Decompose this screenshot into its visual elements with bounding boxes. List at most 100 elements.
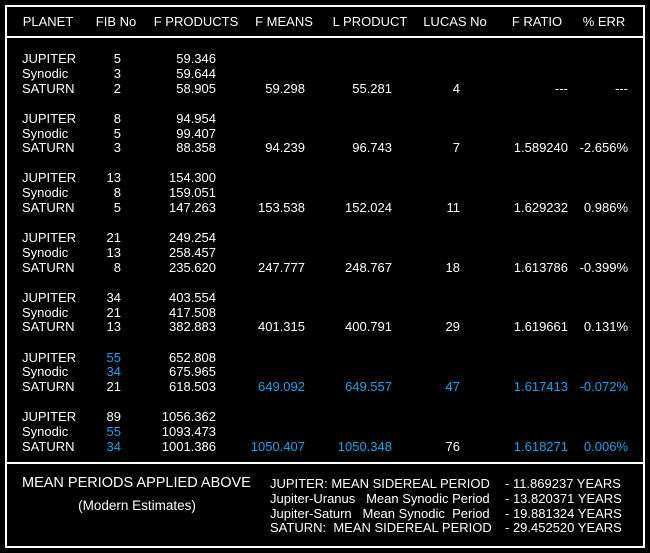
header-cell: % ERR <box>582 14 626 29</box>
product-cell: 147.263 <box>169 200 216 215</box>
header-cell: F PRODUCTS <box>153 14 239 29</box>
planet-name: SATURN <box>22 140 75 156</box>
frame <box>5 5 645 548</box>
mean-cell: 153.538 <box>258 200 305 215</box>
product-cell: 59.644 <box>176 65 216 81</box>
fib-cell: 5 <box>113 51 121 66</box>
planet-name: JUPITER <box>22 230 77 246</box>
period-label: Jupiter-Uranus Mean Synodic Period <box>270 490 490 506</box>
planet-name: JUPITER <box>22 349 77 365</box>
lucas-cell: 18 <box>445 259 460 275</box>
footer-subtitle: (Modern Estimates) <box>78 498 196 513</box>
mean-cell: 1050.407 <box>250 438 305 454</box>
period-label: SATURN: MEAN SIDEREAL PERIOD <box>270 520 492 536</box>
fib-cell: 34 <box>106 438 121 454</box>
product-cell: 94.954 <box>176 110 216 126</box>
err-cell: -0.072% <box>579 379 628 395</box>
planet-name: JUPITER <box>22 51 77 66</box>
mean-cell: 247.777 <box>258 259 305 275</box>
fib-cell: 5 <box>113 200 121 215</box>
lproduct-cell: 649.557 <box>345 379 392 395</box>
header-rule <box>5 36 645 38</box>
planet-name: Synodic <box>22 304 69 320</box>
fib-cell: 55 <box>106 349 121 365</box>
mean-cell: 94.239 <box>265 140 305 156</box>
lproduct-cell: 152.024 <box>345 200 392 215</box>
product-cell: 58.905 <box>176 80 216 96</box>
err-cell: --- <box>615 80 628 96</box>
ratio-cell: 1.629232 <box>513 200 568 215</box>
header-cell: FIB No <box>95 14 137 29</box>
fib-cell: 34 <box>106 364 121 380</box>
err-cell: 0.006% <box>583 438 628 454</box>
fib-cell: 3 <box>113 65 121 81</box>
lucas-cell: 11 <box>446 200 461 215</box>
lproduct-cell: 96.743 <box>352 140 392 156</box>
product-cell: 88.358 <box>176 140 216 156</box>
planet-name: JUPITER <box>22 110 77 126</box>
period-label: Jupiter-Saturn Mean Synodic Period <box>270 505 490 521</box>
err-cell: -0.399% <box>579 259 628 275</box>
header-cell: F MEANS <box>255 14 313 29</box>
lproduct-cell: 55.281 <box>352 80 392 96</box>
planet-name: SATURN <box>22 438 75 454</box>
product-cell: 675.965 <box>169 364 216 380</box>
fib-cell: 89 <box>106 409 121 425</box>
planet-name: Synodic <box>22 424 69 439</box>
fib-cell: 21 <box>106 230 121 246</box>
product-cell: 382.883 <box>169 319 216 335</box>
planet-name: SATURN <box>22 379 75 395</box>
product-cell: 652.808 <box>169 349 216 365</box>
product-cell: 99.407 <box>176 125 216 141</box>
product-cell: 59.346 <box>176 51 216 66</box>
ratio-cell: 1.617413 <box>513 379 568 395</box>
footer-title: MEAN PERIODS APPLIED ABOVE <box>22 475 251 491</box>
product-cell: 235.620 <box>169 259 216 275</box>
fib-cell: 13 <box>106 319 121 335</box>
period-value: - 11.869237 YEARS <box>505 476 621 491</box>
product-cell: 249.254 <box>169 230 216 246</box>
ratio-cell: 1.613786 <box>513 259 568 275</box>
ratio-cell: 1.618271 <box>513 438 568 454</box>
fib-cell: 8 <box>113 259 121 275</box>
product-cell: 1093.473 <box>161 424 216 439</box>
ratio-cell: 1.619661 <box>513 319 568 335</box>
planet-name: SATURN <box>22 200 75 215</box>
fib-cell: 3 <box>113 140 121 156</box>
err-cell: 0.986% <box>583 200 628 215</box>
planet-name: SATURN <box>22 259 75 275</box>
product-cell: 159.051 <box>169 185 216 201</box>
period-value: - 13.820371 YEARS <box>505 490 622 506</box>
footer-rule <box>5 462 645 464</box>
planet-name: Synodic <box>22 244 69 260</box>
period-label: JUPITER: MEAN SIDEREAL PERIOD <box>270 476 490 491</box>
planet-name: JUPITER <box>22 289 77 305</box>
period-value: - 29.452520 YEARS <box>505 520 622 536</box>
lproduct-cell: 248.767 <box>345 259 392 275</box>
mean-cell: 649.092 <box>258 379 305 395</box>
planet-name: Synodic <box>22 125 69 141</box>
ratio-cell: --- <box>555 80 568 96</box>
product-cell: 417.508 <box>169 304 216 320</box>
product-cell: 1056.362 <box>161 409 216 425</box>
planet-name: Synodic <box>22 185 69 201</box>
period-value: - 19.881324 YEARS <box>505 505 622 521</box>
header-cell: F RATIO <box>511 14 563 29</box>
lucas-cell: 29 <box>445 319 460 335</box>
fib-cell: 34 <box>106 289 121 305</box>
planet-name: SATURN <box>22 80 75 96</box>
ratio-cell: 1.589240 <box>513 140 568 156</box>
fib-cell: 21 <box>106 379 121 395</box>
product-cell: 618.503 <box>169 379 216 395</box>
fib-cell: 55 <box>106 424 121 439</box>
lucas-cell: 47 <box>445 379 460 395</box>
err-cell: 0.131% <box>583 319 628 335</box>
planet-name: Synodic <box>22 364 69 380</box>
planet-name: SATURN <box>22 319 75 335</box>
product-cell: 1001.386 <box>161 438 216 454</box>
header-cell: PLANET <box>22 14 74 29</box>
lproduct-cell: 1050.348 <box>337 438 392 454</box>
lproduct-cell: 400.791 <box>345 319 392 335</box>
lucas-cell: 4 <box>452 80 460 96</box>
